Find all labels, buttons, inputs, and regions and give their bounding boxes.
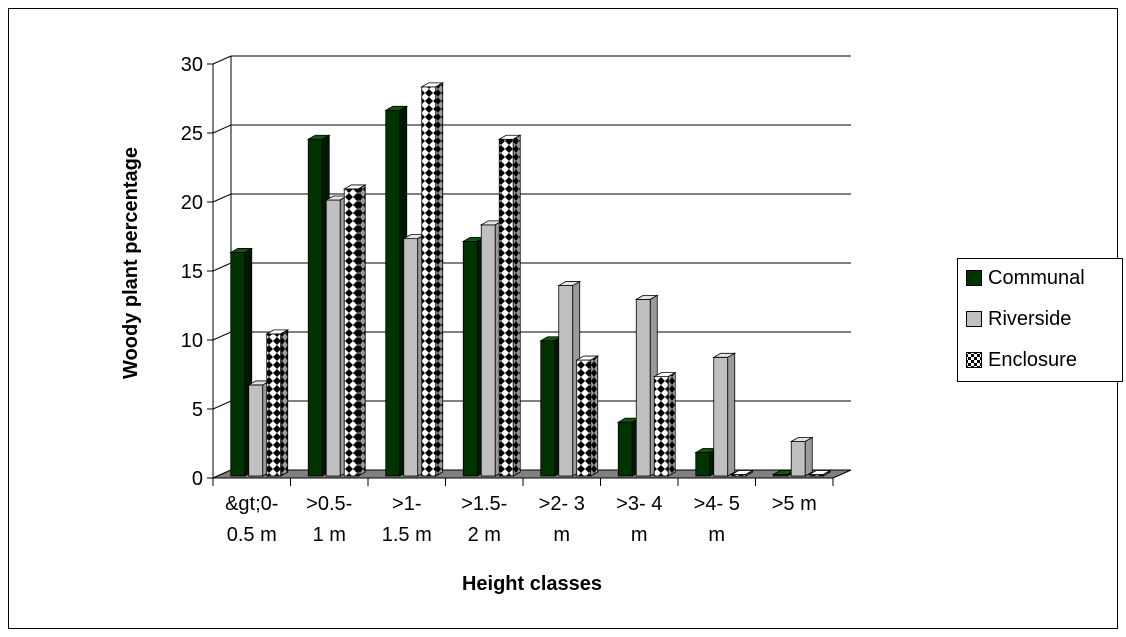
x-tick-label: >2- 3 [539,493,585,515]
x-tick-label: 2 m [468,524,501,546]
bar-enclosure [575,355,600,477]
bar-front [266,333,282,477]
bar-enclosure [420,82,445,477]
bar-front [230,252,246,477]
x-tick-label: >3- 4 [616,493,662,515]
legend: Communal Riverside Enclosure [957,258,1123,382]
bar-riverside [789,436,814,477]
legend-label-riverside: Riverside [988,307,1072,330]
bar-side [667,371,676,477]
x-tick-label: m [708,524,725,546]
y-tick-label: 0 [192,468,203,490]
bar-front [248,384,264,477]
bar-side [512,134,521,477]
gridline-depth [212,124,232,134]
bar-enclosure [342,184,367,477]
gridline-depth [212,400,232,410]
bar-side [727,352,736,477]
bar-front [713,356,729,477]
bar-front [695,452,711,477]
x-tick-label: >1- [392,493,421,515]
x-tick-label: >0.5- [306,493,352,515]
legend-swatch-riverside [966,311,982,327]
bar-enclosure [730,469,755,477]
bar-riverside [712,352,737,477]
bar-side [804,436,813,477]
bar-side [822,469,831,477]
x-tick-label: >4- 5 [694,493,740,515]
gridline-depth [212,262,232,272]
bar-front [480,224,496,477]
y-tick-label: 10 [181,330,203,352]
y-tick-label: 5 [192,399,203,421]
bar-front [307,138,323,477]
legend-item-enclosure: Enclosure [966,345,1077,375]
bar-chart: 0 5 10 15 20 25 30&gt;0- 0.5 m >0.5- 1 m >1- 1.5 m >… [120,54,852,595]
x-tick-label: 0.5 m [227,524,277,546]
gridline-depth [212,331,232,341]
bar-enclosure [652,371,677,477]
x-tick-label: m [553,524,570,546]
bar-enclosure [265,329,290,477]
x-tick-label: >1.5- [461,493,507,515]
x-tick-label: 1 m [313,524,346,546]
legend-label-communal: Communal [988,266,1085,289]
bar-enclosure [497,134,522,477]
bar-side [435,82,444,477]
bar-front [498,138,514,477]
bar-front [617,421,633,477]
legend-item-communal: Communal [966,263,1085,293]
bar-front [421,86,437,477]
legend-swatch-communal [966,270,982,286]
y-tick-label: 15 [181,261,203,283]
y-tick-label: 20 [181,192,203,214]
bar-side [745,469,754,477]
bar-side [357,184,366,477]
legend-item-riverside: Riverside [966,304,1071,334]
x-tick-label: &gt;0- [225,493,278,515]
bar-front [790,441,806,477]
bar-front [653,376,669,477]
bar-side [280,329,289,477]
x-axis-title: Height classes [462,573,602,595]
bar-front [403,238,419,477]
bar-front [558,285,574,477]
y-axis-title: Woody plant percentage [120,147,142,379]
x-tick-label: 1.5 m [382,524,432,546]
bar-front [325,199,341,477]
y-tick-label: 30 [181,54,203,76]
y-tick-label: 25 [181,123,203,145]
legend-swatch-enclosure [966,352,982,368]
bar-front [635,298,651,477]
bar-front [540,340,556,477]
bar-communal [229,247,254,477]
bar-front [462,240,478,477]
bar-front [576,359,592,477]
legend-label-enclosure: Enclosure [988,348,1077,371]
gridline-depth [212,193,232,203]
bar-front [343,188,359,477]
bar-side [590,355,599,477]
x-tick-label: >5 m [772,493,817,515]
bar-front [385,109,401,477]
x-tick-label: m [631,524,648,546]
chart-frame: 0 5 10 15 20 25 30 &gt;0- 0.5 m >0.5- 1 m >1- 1.5 m >… [8,8,1123,629]
bar-enclosure [807,469,832,477]
gridline-depth [212,55,232,65]
